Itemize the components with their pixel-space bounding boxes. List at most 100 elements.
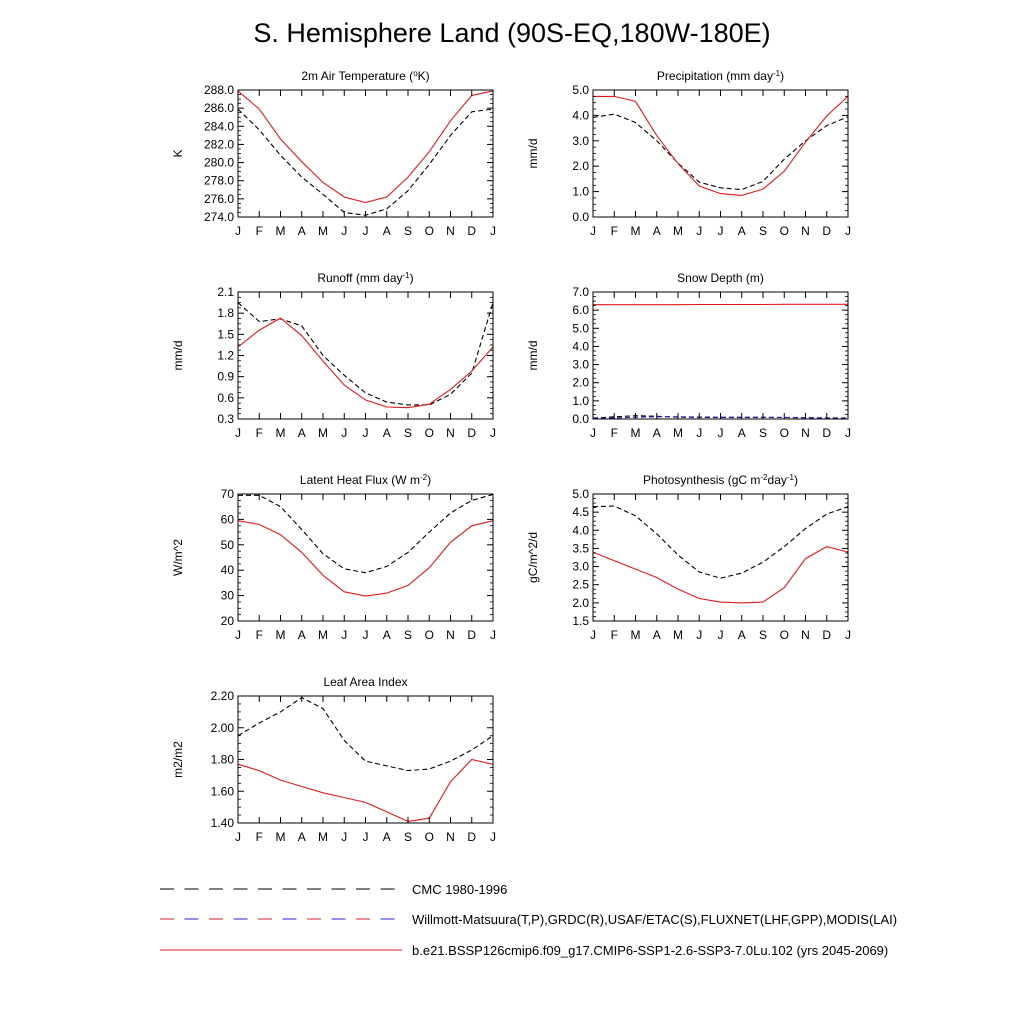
x-tick-label: J [718,426,724,440]
x-tick-label: F [611,628,618,642]
y-tick-label: 4.5 [572,505,589,519]
x-tick-label: O [425,224,434,238]
y-tick-label: 30 [221,589,235,603]
chart-title: Runoff (mm day-1) [317,271,413,286]
series-line-1-0 [592,113,849,191]
x-tick-label: O [425,830,434,844]
x-tick-label: J [490,628,496,642]
x-tick-label: M [318,426,328,440]
legend-label: Willmott-Matsuura(T,P),GRDC(R),USAF/ETAC… [412,912,897,927]
chart-panel-5: J F M A M J J A S O N D J1.52.02.53.03.54.04.55.0Pho… [526,473,851,643]
chart-title: Leaf Area Index [323,675,407,689]
chart-panel-1: J F M A M J J A S O N D J0.01.02.03.04.05.0Precipita… [526,69,851,239]
x-tick-label: J [235,224,241,238]
series-line-0-1 [237,90,494,204]
chart-panel-0: J F M A M J J A S O N D J274.0276.0278.0280.0282.028… [171,69,496,239]
y-tick-label: 3.0 [572,560,589,574]
y-tick-label: 1.0 [572,394,589,408]
x-tick-label: N [801,426,810,440]
x-tick-label: A [298,830,306,844]
y-tick-label: 2.1 [217,285,234,299]
y-axis-label: mm/d [171,341,185,371]
y-tick-label: 20 [221,614,235,628]
x-tick-label: O [780,426,789,440]
x-tick-label: J [845,628,851,642]
y-axis-label: mm/d [526,139,540,169]
y-tick-label: 2.0 [572,376,589,390]
y-tick-label: 2.0 [572,159,589,173]
x-tick-label: J [490,224,496,238]
plot-frame [592,89,849,218]
x-tick-label: J [590,628,596,642]
x-tick-label: N [801,628,810,642]
x-tick-label: F [611,224,618,238]
x-tick-label: M [673,628,683,642]
x-tick-label: F [256,224,263,238]
y-tick-label: 40 [221,563,235,577]
x-tick-label: J [341,830,347,844]
y-tick-label: 5.0 [572,321,589,335]
x-tick-label: S [759,224,767,238]
x-tick-label: J [590,426,596,440]
x-tick-label: M [276,224,286,238]
y-tick-label: 7.0 [572,285,589,299]
y-tick-label: 2.5 [572,578,589,592]
legend-item-0: CMC 1980-1996 [160,882,507,897]
x-tick-label: J [363,426,369,440]
series-line-1-1 [593,95,849,196]
y-tick-label: 1.5 [217,327,234,341]
plot-frame [237,493,494,622]
x-tick-label: J [845,224,851,238]
y-tick-label: 0.9 [217,370,234,384]
y-tick-label: 1.8 [217,306,234,320]
x-tick-label: F [256,426,263,440]
x-tick-label: J [718,628,724,642]
series-line-4-1 [237,520,494,597]
x-tick-label: D [822,224,831,238]
x-tick-label: A [738,628,746,642]
x-tick-label: D [467,830,476,844]
x-tick-label: D [467,224,476,238]
x-tick-label: D [467,426,476,440]
x-tick-label: A [298,426,306,440]
y-tick-label: 0.0 [572,210,589,224]
x-tick-label: A [383,426,391,440]
series-line-4-0 [238,493,494,574]
x-tick-label: N [446,224,455,238]
x-tick-label: O [780,628,789,642]
y-axis-label: m2/m2 [171,741,185,778]
x-tick-label: A [653,426,661,440]
legend-label: b.e21.BSSP126cmip6.f09_g17.CMIP6-SSP1-2.… [412,943,888,958]
x-tick-label: N [446,830,455,844]
plot-frame [237,89,494,218]
y-tick-label: 1.0 [572,185,589,199]
x-tick-label: J [235,628,241,642]
y-axis-label: mm/d [526,341,540,371]
chart-title: Photosynthesis (gC m-2day-1) [643,473,798,488]
series-line-5-0 [592,505,849,579]
chart-title: Latent Heat Flux (W m-2) [300,473,431,488]
x-tick-label: A [383,224,391,238]
x-tick-label: A [738,224,746,238]
x-tick-label: S [759,426,767,440]
x-tick-label: N [801,224,810,238]
x-tick-label: M [631,628,641,642]
y-tick-label: 0.0 [572,412,589,426]
x-tick-label: M [276,628,286,642]
y-axis-label: gC/m^2/d [526,532,540,583]
x-tick-label: F [611,426,618,440]
x-tick-label: J [235,830,241,844]
chart-title: Snow Depth (m) [677,271,764,285]
y-tick-label: 1.40 [211,816,235,830]
x-tick-label: M [318,830,328,844]
x-tick-label: J [718,224,724,238]
legend-item-1: Willmott-Matsuura(T,P),GRDC(R),USAF/ETAC… [160,912,897,927]
y-tick-label: 284.0 [204,119,234,133]
x-tick-label: D [822,426,831,440]
x-tick-label: M [276,830,286,844]
x-tick-label: O [780,224,789,238]
x-tick-label: A [298,628,306,642]
y-tick-label: 4.0 [572,339,589,353]
series-line-2-1 [237,317,494,409]
x-tick-label: F [256,830,263,844]
